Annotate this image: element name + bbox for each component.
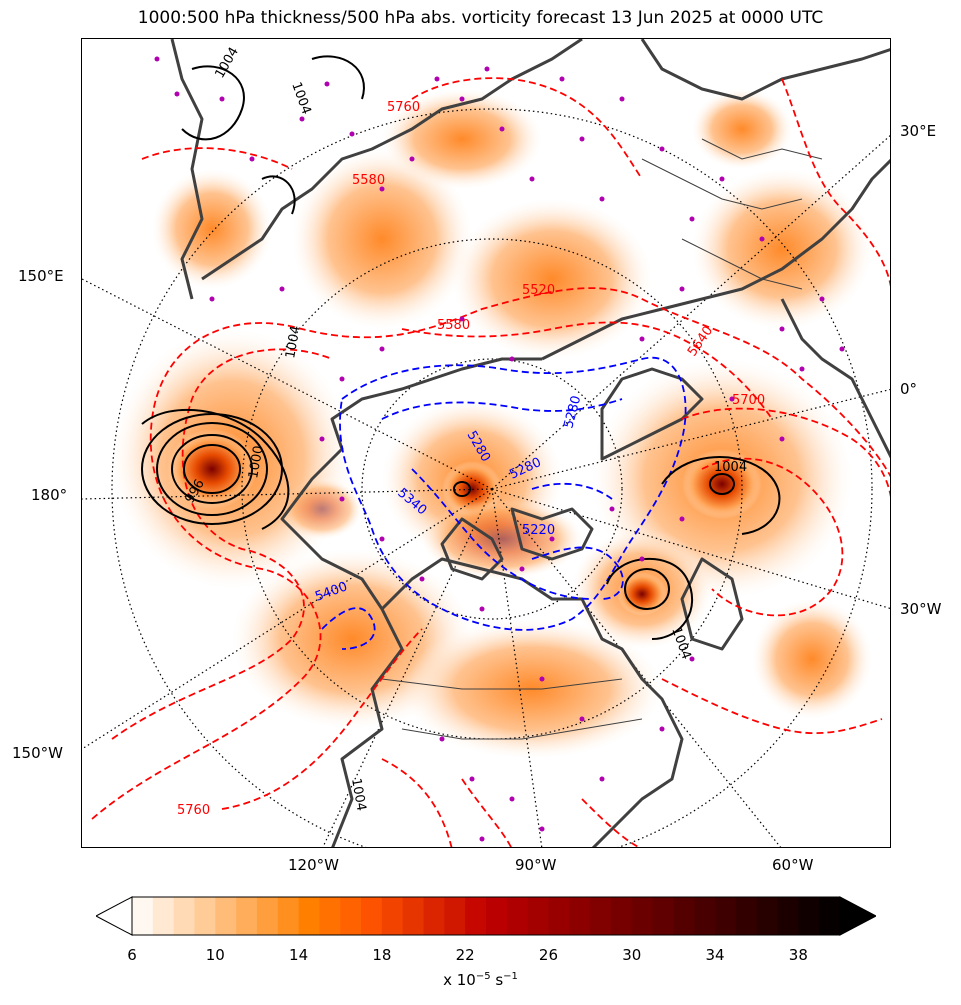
- colorbar-cell: [236, 897, 258, 935]
- colorbar-cell: [548, 897, 570, 935]
- colorbar-cell: [715, 897, 737, 935]
- colorbar-tick-label: 14: [289, 946, 309, 964]
- colorbar-cell: [798, 897, 820, 935]
- thickness-contours-blue: [321, 356, 687, 650]
- lon-label-60w: 60°W: [772, 856, 814, 874]
- colorbar-unit: x 10−5 s−1: [443, 971, 518, 989]
- pressure-label: 1004: [348, 777, 369, 812]
- thickness-label: 5220: [522, 523, 555, 538]
- colorbar-cell: [465, 897, 487, 935]
- lon-label-120w: 120°W: [288, 856, 339, 874]
- pressure-label: 1004: [212, 45, 242, 81]
- thickness-label: 5580: [437, 318, 470, 333]
- thickness-label: 5280: [561, 394, 584, 430]
- thickness-contours-red: [91, 77, 890, 847]
- colorbar-cell: [652, 897, 674, 935]
- colorbar-cell: [298, 897, 320, 935]
- pressure-contours: [141, 55, 781, 640]
- colorbar-cell: [381, 897, 404, 935]
- colorbar-cell: [132, 897, 154, 935]
- colorbar-cell: [777, 897, 799, 935]
- colorbar-cell: [173, 897, 195, 935]
- pressure-label: 1004: [283, 324, 304, 359]
- colorbar-cell: [152, 897, 175, 935]
- pressure-label: 1004: [288, 80, 313, 116]
- colorbar: [96, 896, 876, 936]
- colorbar-cell: [756, 897, 779, 935]
- colorbar-cell: [631, 897, 654, 935]
- colorbar-tick-label: 30: [622, 946, 642, 964]
- thickness-label: 5760: [177, 803, 210, 818]
- colorbar-tick-label: 26: [538, 946, 559, 964]
- map-svg: 5760 5760 5580 5640 5700 5520 5580 5340 …: [82, 39, 890, 847]
- colorbar-cell: [256, 897, 279, 935]
- lon-label-90w: 90°W: [515, 856, 557, 874]
- colorbar-cell: [444, 897, 466, 935]
- colorbar-extend-min: [96, 896, 133, 936]
- pressure-label: 1000: [246, 444, 267, 479]
- colorbar-cell: [402, 897, 425, 935]
- lon-label-150w: 150°W: [12, 744, 63, 762]
- borders: [381, 138, 823, 740]
- colorbar-cell: [694, 897, 716, 935]
- lon-label-30w: 30°W: [900, 600, 942, 618]
- colorbar-tick-label: 34: [705, 946, 725, 964]
- colorbar-cell: [735, 897, 758, 935]
- pressure-label: 1004: [714, 460, 747, 475]
- colorbar-tick-label: 6: [127, 946, 137, 964]
- thickness-label: 5640: [685, 324, 716, 360]
- vorticity-max-markers: [154, 56, 845, 842]
- coastlines: [170, 39, 890, 847]
- colorbar-cell: [423, 897, 445, 935]
- lon-label-150e: 150°E: [18, 267, 64, 285]
- colorbar-tick-label: 38: [788, 946, 808, 964]
- colorbar-cell: [506, 897, 529, 935]
- thickness-label: 5760: [387, 100, 420, 115]
- thickness-label: 5580: [352, 173, 385, 188]
- colorbar-cell: [527, 897, 549, 935]
- thickness-label: 5700: [732, 393, 765, 408]
- lon-label-0: 0°: [900, 380, 918, 398]
- colorbar-cell: [194, 897, 216, 935]
- lon-label-180: 180°: [31, 486, 68, 504]
- colorbar-cell: [590, 897, 612, 935]
- colorbar-extend-max: [839, 896, 876, 936]
- colorbar-tick-label: 10: [205, 946, 225, 964]
- chart-title: 1000:500 hPa thickness/500 hPa abs. vort…: [137, 8, 824, 28]
- colorbar-cell: [340, 897, 362, 935]
- colorbar-tick-label: 18: [372, 946, 392, 964]
- colorbar-cell: [569, 897, 591, 935]
- colorbar-cell: [361, 897, 383, 935]
- lon-label-30e: 30°E: [900, 122, 937, 140]
- colorbar-cell: [319, 897, 341, 935]
- colorbar-cell: [610, 897, 633, 935]
- colorbar-outline: [131, 896, 841, 936]
- colorbar-tick-label: 22: [455, 946, 475, 964]
- colorbar-cell: [486, 897, 508, 935]
- colorbar-cell: [819, 897, 841, 935]
- thickness-label: 5520: [522, 283, 555, 298]
- colorbar-cell: [215, 897, 237, 935]
- colorbar-cell: [277, 897, 300, 935]
- map-panel: 5760 5760 5580 5640 5700 5520 5580 5340 …: [81, 38, 891, 848]
- colorbar-cell: [673, 897, 695, 935]
